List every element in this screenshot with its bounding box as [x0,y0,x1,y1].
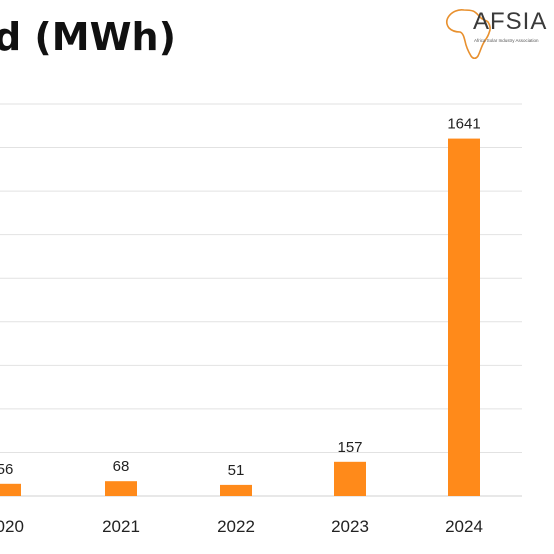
x-tick-label-2024: 2024 [445,517,483,536]
africa-outline-icon [445,9,491,60]
bar-2022 [220,484,252,496]
data-label-2020: 56 [0,461,13,478]
x-tick-label-2023: 2023 [331,517,369,536]
data-label-2024: 1641 [447,116,480,133]
logo-wordmark: AFSIA [473,8,548,35]
x-tick-label-2020: 2020 [0,517,24,536]
data-label-2023: 157 [337,439,362,456]
logo-tagline: Africa Solar Industry Association [474,38,539,43]
afsia-logo: AFSIA Africa Solar Industry Association [440,4,548,64]
chart-title: d (MWh) [0,15,176,59]
data-label-2021: 68 [113,458,130,475]
data-label-2022: 51 [228,462,245,479]
bar-2024 [448,138,480,496]
bar-2020 [0,483,21,496]
x-tick-label-2021: 2021 [102,517,140,536]
bar-2023 [334,461,366,496]
bar-2021 [105,481,137,496]
x-tick-label-2022: 2022 [217,517,255,536]
